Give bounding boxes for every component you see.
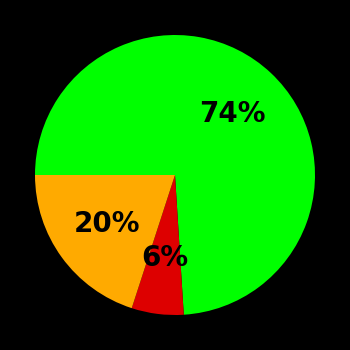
Wedge shape [35,35,315,315]
Wedge shape [132,175,184,315]
Text: 6%: 6% [141,244,188,272]
Text: 74%: 74% [199,100,266,128]
Text: 20%: 20% [74,210,140,238]
Wedge shape [35,175,175,308]
